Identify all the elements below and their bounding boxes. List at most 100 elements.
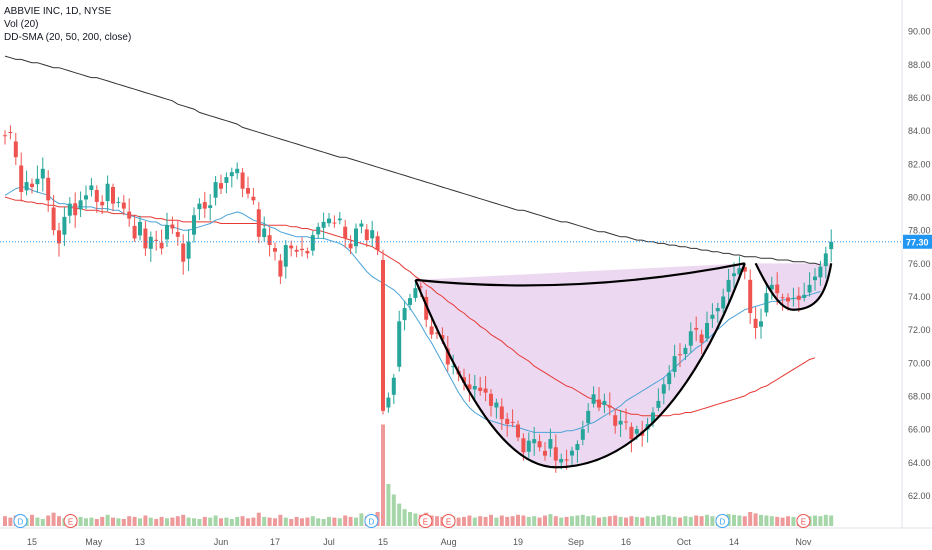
- candle-body: [364, 229, 369, 241]
- dividend-event-label: D: [369, 518, 375, 527]
- candle-body: [24, 182, 29, 191]
- candle-body: [197, 203, 202, 210]
- volume-bar: [759, 514, 763, 526]
- cup-curve: [414, 262, 746, 469]
- candle-body: [337, 218, 342, 221]
- candle-body: [418, 286, 423, 288]
- volume-bar: [89, 517, 94, 526]
- price-tick-label: 80.00: [908, 193, 931, 203]
- candle-body: [516, 424, 520, 438]
- volume-bar: [661, 514, 666, 526]
- last-price-badge: [903, 234, 932, 249]
- symbol-title[interactable]: ABBVIE INC, 1D, NYSE: [4, 6, 112, 17]
- price-tick-label: 68.00: [908, 391, 931, 401]
- time-tick-label: 15: [27, 537, 37, 547]
- sma20-line: [4, 186, 821, 433]
- volume-bar: [618, 516, 623, 526]
- volume-bar: [3, 516, 7, 526]
- volume-bar: [262, 516, 267, 526]
- volume-bar: [348, 516, 353, 526]
- volume-bar: [683, 516, 688, 526]
- candle-body: [564, 459, 569, 461]
- volume-bar: [283, 517, 288, 526]
- volume-bar: [591, 515, 596, 526]
- candle-body: [289, 245, 294, 249]
- earnings-event-label: E: [801, 518, 806, 527]
- candle-body: [478, 387, 483, 391]
- candle-body: [445, 348, 450, 365]
- candle-body: [451, 366, 456, 368]
- candle-body: [494, 402, 499, 408]
- candle-body: [586, 410, 591, 424]
- price-tick-label: 82.00: [908, 159, 931, 169]
- candle-body: [116, 201, 121, 203]
- time-axis[interactable]: 15 May 13 Jun 17 Jul 15 Aug 19 Sep 16 Oct 14 Nov: [0, 527, 932, 547]
- candle-body: [759, 321, 763, 327]
- candle-body: [321, 221, 326, 228]
- volume-bar: [40, 519, 45, 526]
- candle-body: [316, 226, 321, 235]
- volume-bar: [305, 517, 310, 526]
- volume-bar: [148, 517, 153, 526]
- candle-body: [354, 228, 358, 247]
- candle-body: [548, 439, 553, 449]
- candle-body: [694, 327, 699, 330]
- price-tick-label: 74.00: [908, 292, 931, 302]
- candle-body: [499, 406, 504, 420]
- candle-body: [73, 203, 78, 216]
- volume-bar: [165, 518, 169, 526]
- candle-body: [510, 421, 515, 423]
- volume-bar: [737, 515, 742, 526]
- candle-body: [300, 248, 304, 251]
- price-tick-label: 66.00: [908, 425, 931, 435]
- volume-bar: [208, 517, 213, 526]
- dividend-event-marker: [364, 514, 379, 528]
- candle-body: [94, 189, 99, 202]
- volume-bar: [127, 516, 132, 526]
- volume-bar: [521, 515, 526, 526]
- candle-body: [813, 276, 817, 281]
- candle-body: [224, 177, 229, 183]
- volume-bar: [570, 516, 574, 526]
- price-axis[interactable]: 62.00 64.00 66.00 68.00 70.00 72.00 74.00 76.00…: [901, 0, 932, 528]
- candle-body: [715, 308, 720, 312]
- cup-and-handle-drawing[interactable]: [414, 262, 833, 469]
- volume-bar: [402, 509, 407, 526]
- volume-bar: [705, 514, 709, 526]
- candle-body: [818, 266, 823, 278]
- candle-body: [537, 441, 542, 448]
- volume-bar: [310, 516, 315, 526]
- candle-body: [208, 205, 213, 208]
- candle-body: [246, 187, 250, 194]
- candle-body: [753, 318, 758, 328]
- volume-indicator-label[interactable]: Vol (20): [4, 19, 39, 30]
- candle-body: [570, 450, 574, 456]
- time-tick-label: Jul: [323, 537, 335, 547]
- volume-bar: [526, 516, 531, 526]
- earnings-event-label: E: [423, 518, 428, 527]
- volume-bar: [413, 513, 418, 526]
- candle-body: [591, 394, 596, 404]
- candle-body: [489, 393, 493, 406]
- candle-body: [283, 245, 288, 267]
- candle-body: [429, 326, 434, 335]
- candle-body: [305, 251, 310, 254]
- volume-bar: [753, 513, 758, 526]
- candle-body: [310, 235, 315, 251]
- candle-body: [532, 439, 537, 444]
- volume-bar: [154, 519, 159, 526]
- candle-body: [624, 421, 628, 423]
- sma-indicator-label[interactable]: DD-SMA (20, 50, 200, close): [4, 32, 132, 43]
- candle-body: [742, 267, 747, 272]
- volume-bar: [607, 516, 612, 526]
- volume-bar: [694, 515, 699, 526]
- candle-body: [424, 296, 429, 320]
- volume-bar: [710, 516, 715, 526]
- candle-body: [732, 273, 736, 277]
- volume-bar: [548, 514, 553, 526]
- candle-body: [580, 429, 585, 440]
- candle-body: [111, 186, 115, 204]
- candle-body: [786, 297, 790, 302]
- volume-bar: [143, 515, 148, 526]
